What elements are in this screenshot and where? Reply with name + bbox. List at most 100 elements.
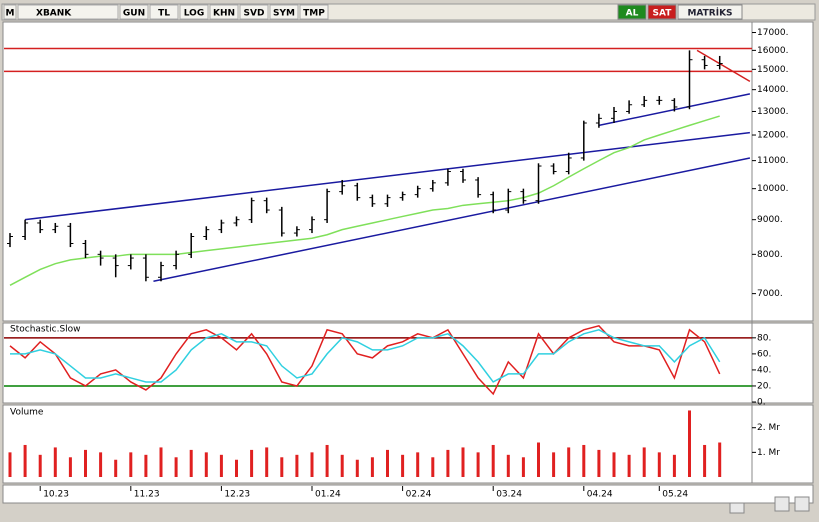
toolbar-button[interactable] — [269, 4, 299, 20]
toolbar-button[interactable] — [119, 4, 149, 20]
scroll-left[interactable] — [774, 496, 790, 512]
x-tick-label: 12.23 — [224, 490, 250, 500]
x-tick-label: 01.24 — [315, 490, 341, 500]
toolbar-button[interactable] — [239, 4, 269, 20]
volume-bar — [386, 449, 389, 477]
y-tick-label: 10000. — [757, 184, 789, 194]
panel-title: Volume — [10, 408, 44, 418]
volume-bar — [597, 449, 601, 477]
y-tick-label: 20. — [757, 381, 771, 391]
volume-bar — [718, 442, 722, 477]
toolbar-button[interactable] — [179, 4, 209, 20]
toolbar-button[interactable] — [3, 4, 17, 20]
series-line — [9, 115, 720, 287]
volume-bar — [129, 452, 133, 477]
volume-bar — [325, 444, 329, 477]
panel-title: Stochastic.Slow — [10, 325, 81, 335]
series-line — [10, 329, 721, 383]
toolbar-button[interactable] — [647, 4, 677, 20]
volume-bar — [174, 457, 178, 477]
x-axis-panel — [2, 484, 814, 504]
volume-bar — [8, 452, 12, 477]
toolbar-button[interactable] — [149, 4, 179, 20]
volume-bar — [99, 452, 103, 477]
y-tick-label: 17000. — [757, 28, 789, 38]
y-tick-label: 2. Mr — [757, 423, 780, 433]
volume-bar — [219, 454, 223, 477]
series-line — [9, 324, 721, 396]
y-tick-label: 9000. — [757, 215, 783, 225]
volume-bar — [703, 444, 707, 477]
toolbar-label: SAT — [653, 9, 673, 19]
volume-bar — [23, 444, 27, 477]
volume-bar — [340, 454, 344, 477]
toolbar-label: AL — [626, 9, 639, 19]
y-tick-label: 14000. — [757, 85, 789, 95]
toolbar-button[interactable] — [209, 4, 239, 20]
volume-bar — [53, 447, 57, 477]
volume-panel — [2, 404, 814, 484]
volume-bar — [280, 457, 284, 477]
y-tick-label: 60. — [757, 349, 771, 359]
volume-bar — [355, 459, 359, 477]
volume-bar — [627, 454, 631, 477]
volume-bar — [521, 457, 525, 477]
volume-bar — [612, 452, 616, 477]
y-tick-label: 13000. — [757, 107, 789, 117]
volume-bar — [84, 449, 87, 477]
scroll-button[interactable] — [729, 502, 745, 514]
y-tick-label: 16000. — [757, 46, 789, 56]
toolbar-label: SVD — [244, 9, 265, 19]
volume-bar — [506, 454, 510, 477]
x-tick-label: 02.24 — [406, 490, 432, 500]
volume-bar — [295, 454, 299, 477]
volume-bar — [672, 454, 676, 477]
toolbar-button[interactable] — [17, 4, 119, 20]
volume-bar — [688, 410, 691, 477]
volume-bar — [114, 459, 118, 477]
toolbar-label: SYM — [273, 9, 295, 19]
stochastic-panel — [2, 322, 814, 404]
y-tick-label: 11000. — [757, 156, 789, 166]
toolbar-label: KHN — [213, 9, 235, 19]
y-tick-label: 1. Mr — [757, 448, 780, 458]
volume-bar — [461, 447, 465, 477]
volume-bar — [401, 454, 405, 477]
x-tick-label: 03.24 — [496, 490, 522, 500]
volume-bar — [310, 452, 314, 477]
y-tick-label: 0. — [757, 398, 766, 408]
toolbar-button[interactable] — [617, 4, 647, 20]
x-tick-label: 10.23 — [43, 490, 69, 500]
scroll-right[interactable] — [794, 496, 810, 512]
volume-bar — [204, 452, 208, 477]
volume-bar — [567, 447, 571, 477]
y-tick-label: 40. — [757, 365, 771, 375]
toolbar-label: MATRİKS — [687, 8, 732, 19]
x-tick-label: 11.23 — [134, 490, 160, 500]
toolbar-label: M — [6, 9, 15, 19]
toolbar-label: GUN — [123, 9, 145, 19]
volume-bar — [250, 449, 254, 477]
volume-bar — [235, 459, 238, 477]
y-tick-label: 80. — [757, 333, 771, 343]
trend-line — [153, 157, 751, 283]
volume-bar — [642, 447, 646, 477]
y-tick-label: 8000. — [757, 250, 783, 260]
volume-bar — [657, 452, 661, 477]
volume-bar — [552, 452, 556, 477]
volume-bar — [476, 452, 480, 477]
y-tick-label: 7000. — [757, 289, 783, 299]
y-tick-label: 12000. — [757, 131, 789, 141]
toolbar-button[interactable] — [299, 4, 329, 20]
volume-bar — [159, 447, 163, 477]
volume-bar — [582, 444, 586, 477]
x-tick-label: 04.24 — [587, 490, 613, 500]
volume-bar — [370, 457, 374, 477]
volume-bar — [144, 454, 148, 477]
toolbar-button[interactable] — [677, 4, 743, 20]
toolbar-label: TL — [158, 9, 170, 19]
toolbar-label: LOG — [184, 9, 204, 19]
volume-bar — [491, 444, 495, 477]
volume-bar — [446, 449, 450, 477]
